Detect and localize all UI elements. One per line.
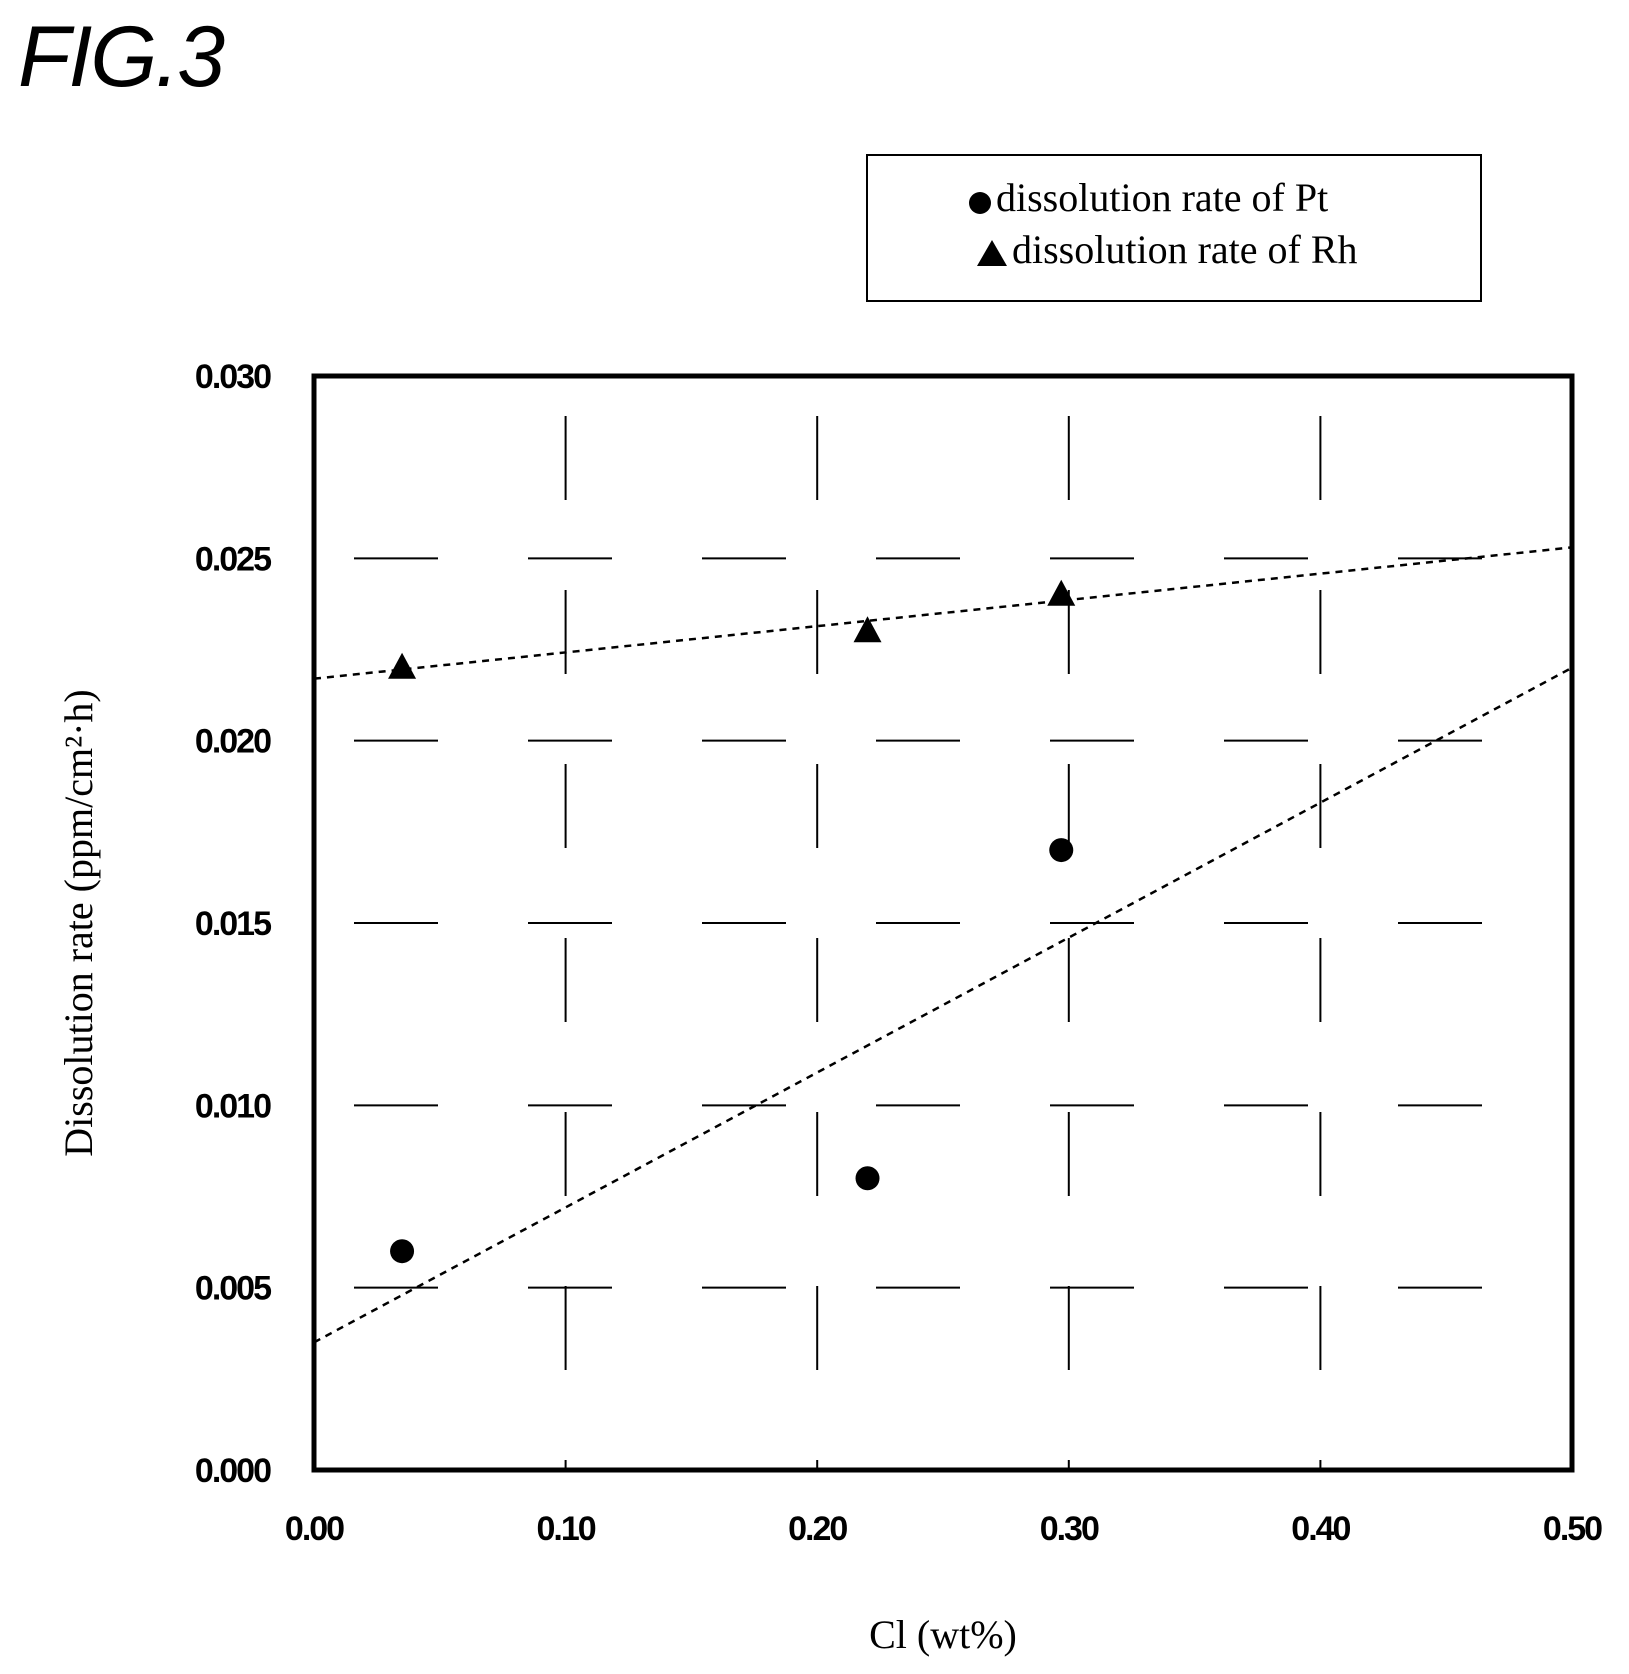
x-tick-label: 0.10 bbox=[537, 1510, 596, 1548]
legend-label-pt: dissolution rate of Pt bbox=[996, 175, 1329, 220]
y-tick-label: 0.010 bbox=[195, 1087, 271, 1125]
data-points bbox=[388, 579, 1076, 1264]
x-axis-title: Cl (wt%) bbox=[869, 1612, 1017, 1657]
data-point-rh bbox=[853, 616, 882, 643]
plot-area-frame bbox=[311, 373, 1575, 1473]
x-axis-tick-labels: 0.00 0.10 0.20 0.30 0.40 0.50 bbox=[285, 1510, 1604, 1548]
circle-marker-icon bbox=[968, 178, 992, 225]
x-tick-label: 0.30 bbox=[1040, 1510, 1099, 1548]
figure-label: FIG.3 bbox=[18, 9, 225, 105]
y-tick-label: 0.025 bbox=[195, 540, 271, 578]
trendlines bbox=[313, 546, 1573, 1344]
y-tick-label: 0.000 bbox=[195, 1452, 271, 1490]
y-tick-label: 0.030 bbox=[195, 358, 271, 396]
triangle-marker-icon bbox=[976, 230, 1008, 277]
legend-item-rh: dissolution rate of Rh bbox=[976, 226, 1358, 277]
x-tick-label: 0.50 bbox=[1543, 1510, 1602, 1548]
y-axis-tick-labels: 0.000 0.005 0.010 0.015 0.020 0.025 0.030 bbox=[195, 358, 273, 1490]
data-point-pt bbox=[1049, 838, 1074, 863]
y-tick-label: 0.015 bbox=[195, 905, 271, 943]
grid-lines bbox=[314, 376, 1572, 1470]
trendline-rh bbox=[313, 546, 1573, 680]
legend-item-pt: dissolution rate of Pt bbox=[968, 174, 1328, 225]
legend-label-rh: dissolution rate of Rh bbox=[1012, 227, 1358, 272]
data-point-pt bbox=[390, 1239, 415, 1264]
data-point-rh bbox=[1047, 579, 1076, 606]
x-tick-label: 0.20 bbox=[788, 1510, 847, 1548]
data-point-pt bbox=[855, 1166, 880, 1191]
legend: dissolution rate of Pt dissolution rate … bbox=[866, 154, 1482, 302]
x-tick-label: 0.00 bbox=[285, 1510, 344, 1548]
y-axis-title: Dissolution rate (ppm/cm²·h) bbox=[56, 689, 101, 1156]
x-tick-label: 0.40 bbox=[1291, 1510, 1350, 1548]
data-point-rh bbox=[388, 652, 417, 679]
trendline-pt bbox=[313, 666, 1573, 1344]
y-tick-label: 0.005 bbox=[195, 1270, 271, 1308]
y-tick-label: 0.020 bbox=[195, 723, 271, 761]
